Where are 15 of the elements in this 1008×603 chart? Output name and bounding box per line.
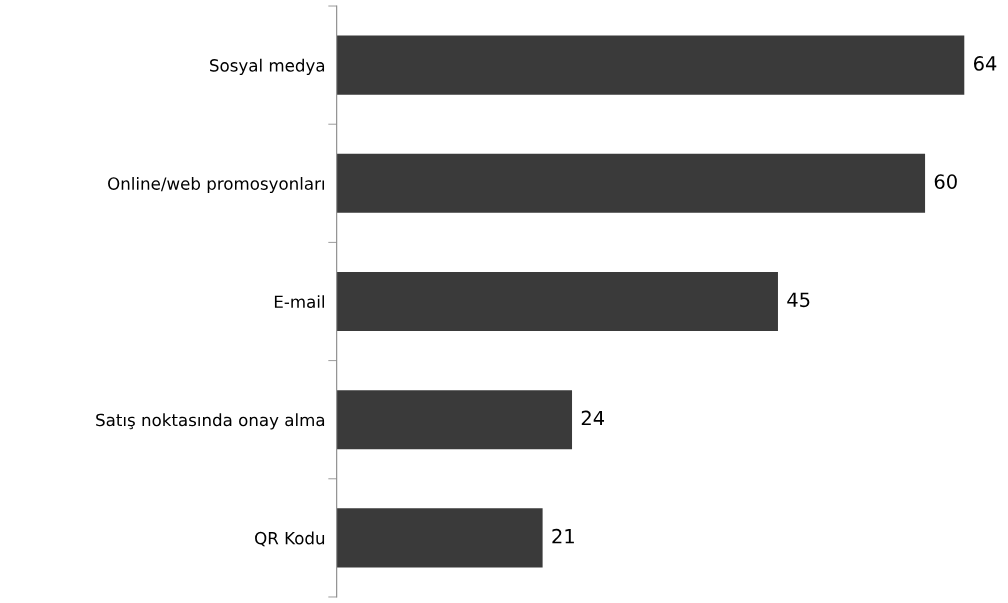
- bar: [336, 153, 926, 213]
- data-label: 21: [552, 528, 574, 544]
- data-label: 60: [934, 174, 957, 189]
- y-tick-label: Sosyal medya: [210, 58, 325, 75]
- data-label: 24: [581, 410, 605, 426]
- y-tick-label: E-mail: [274, 295, 324, 309]
- data-label: 64: [973, 56, 997, 71]
- y-tick-label: Satış noktasında onay alma: [96, 413, 325, 430]
- y-tick-label: Online/web promosyonları: [108, 176, 324, 194]
- data-label: 45: [787, 292, 810, 308]
- bar: [336, 508, 543, 568]
- bar: [336, 35, 965, 95]
- y-tick-label: QR Kodu: [255, 531, 325, 547]
- bar: [336, 271, 778, 332]
- bar: [336, 390, 573, 450]
